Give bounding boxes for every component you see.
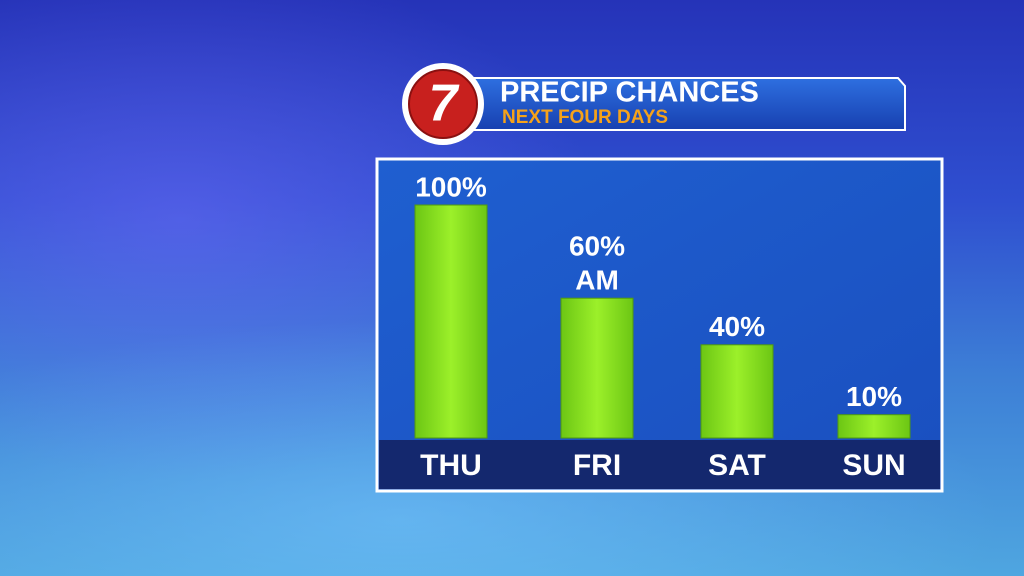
chart-title: PRECIP CHANCES — [500, 77, 759, 109]
annotation: AM — [575, 265, 619, 296]
value-label: 100% — [415, 171, 487, 202]
value-label: 10% — [846, 381, 902, 412]
bar — [560, 297, 634, 439]
bar — [837, 414, 911, 439]
category-strip — [379, 440, 940, 489]
chart-subtitle: NEXT FOUR DAYS — [502, 107, 668, 128]
x-tick-label: THU — [420, 449, 482, 482]
value-label: 40% — [709, 311, 765, 342]
x-tick-label: SAT — [708, 449, 766, 482]
bar — [414, 204, 488, 439]
value-label: 60% — [569, 231, 625, 262]
bar — [700, 344, 774, 439]
logo-disc — [408, 69, 478, 139]
x-tick-label: SUN — [842, 449, 905, 482]
x-tick-label: FRI — [573, 449, 621, 482]
logo: 7 — [429, 75, 460, 133]
